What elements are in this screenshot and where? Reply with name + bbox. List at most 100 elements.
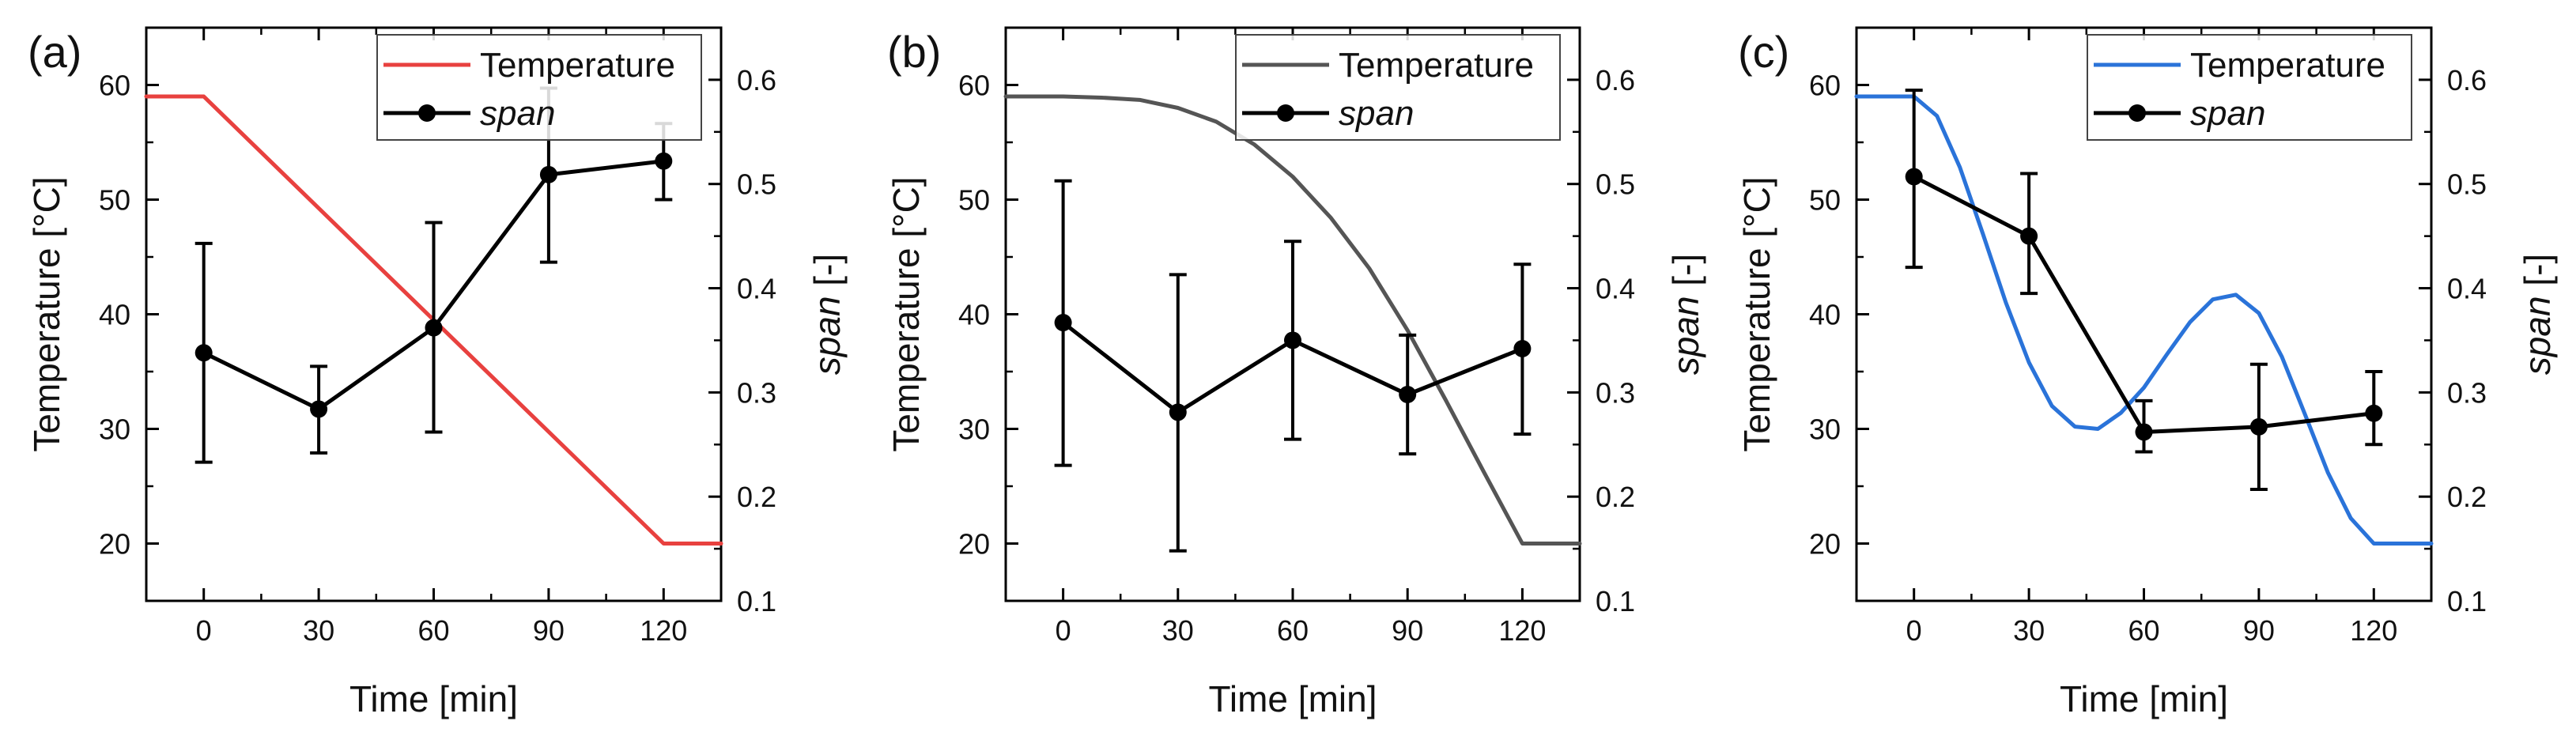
x-tick-label: 120 <box>2350 614 2397 647</box>
x-tick-label: 0 <box>1906 614 1922 647</box>
y-tick-label: 50 <box>958 184 990 217</box>
chart-panel-3: 20 30 40 50 60 0.1 0.2 0.3 0.4 0.5 0.6 0 30 60 90 120 Ti… <box>1736 26 2558 719</box>
span-point <box>425 319 443 337</box>
y2-tick-label: 0.3 <box>1596 376 1635 409</box>
y2-axis-label-italic: span <box>806 296 848 375</box>
span-point <box>1905 168 1923 186</box>
x-tick-label: 60 <box>1277 614 1309 647</box>
x-tick-label: 30 <box>2013 614 2045 647</box>
x-tick-label: 120 <box>640 614 687 647</box>
span-point <box>655 152 673 170</box>
y2-tick-label: 0.3 <box>2447 376 2487 409</box>
span-point <box>1399 386 1417 403</box>
y-tick-label: 50 <box>99 184 130 217</box>
x-tick-label: 0 <box>1056 614 1071 647</box>
y-tick-label: 20 <box>1809 528 1841 561</box>
y2-axis-label-italic: span <box>1665 296 1706 375</box>
y2-tick-label: 0.2 <box>2447 481 2487 513</box>
temperature-line <box>1854 94 2434 546</box>
legend-temperature-label: Temperature <box>1339 46 1534 85</box>
y-tick-label: 30 <box>1809 413 1841 446</box>
y-tick-label: 40 <box>958 299 990 331</box>
y2-tick-label: 0.4 <box>1596 273 1635 305</box>
y2-axis-label-unit: [-] <box>806 254 848 296</box>
y2-tick-label: 0.1 <box>737 585 776 617</box>
y2-axis-label-unit: [-] <box>2517 254 2558 296</box>
span-point <box>2135 423 2153 441</box>
y2-tick-label: 0.6 <box>1596 64 1635 96</box>
span-point <box>1054 314 1072 332</box>
y-tick-label: 40 <box>1809 299 1841 331</box>
y-tick-label: 60 <box>1809 70 1841 102</box>
span-point <box>2020 227 2038 245</box>
legend-span-marker <box>418 104 436 122</box>
legend-box <box>376 34 702 141</box>
y2-tick-label: 0.5 <box>1596 168 1635 201</box>
span-point <box>310 400 328 418</box>
x-tick-label: 0 <box>196 614 212 647</box>
y2-tick-label: 0.2 <box>1596 481 1635 513</box>
y-axis-label: Temperature [°C] <box>1736 176 1777 451</box>
y2-tick-label: 0.4 <box>737 273 776 305</box>
legend-temperature-label: Temperature <box>2190 46 2385 85</box>
span-point <box>1513 340 1532 357</box>
legend-temperature-label: Temperature <box>480 46 675 85</box>
x-tick-label: 30 <box>303 614 334 647</box>
y2-tick-label: 0.2 <box>737 481 776 513</box>
temperature-line <box>1003 94 1582 546</box>
x-tick-label: 90 <box>2243 614 2275 647</box>
y2-axis-label: span [-] <box>1665 254 1706 375</box>
y-axis-label: Temperature [°C] <box>886 176 927 451</box>
x-tick-label: 60 <box>2128 614 2159 647</box>
span-line <box>1913 175 2374 434</box>
y-tick-label: 20 <box>958 528 990 561</box>
span-point <box>2365 404 2383 422</box>
x-tick-label: 30 <box>1162 614 1194 647</box>
legend-span-marker <box>2128 104 2146 122</box>
y-tick-label: 40 <box>99 299 130 331</box>
x-tick-label: 120 <box>1498 614 1546 647</box>
y-axis-label: Temperature [°C] <box>26 176 67 451</box>
y2-tick-label: 0.6 <box>737 64 776 96</box>
panel-label: (c) <box>1738 27 1789 77</box>
x-tick-label: 60 <box>417 614 449 647</box>
x-tick-label: 90 <box>533 614 565 647</box>
chart-panel-1: 20 30 40 50 60 0.1 0.2 0.3 0.4 0.5 0.6 0 30 60 90 120 Ti… <box>26 26 848 719</box>
y2-axis-label-italic: span <box>2517 296 2558 375</box>
y2-axis-label: span [-] <box>806 254 848 375</box>
y-tick-label: 60 <box>958 70 990 102</box>
y2-tick-label: 0.5 <box>737 168 776 201</box>
legend-box <box>2087 34 2412 141</box>
legend-span-label: span <box>480 94 555 133</box>
x-axis-label: Time [min] <box>2060 678 2228 719</box>
legend-span-label: span <box>1339 94 1414 133</box>
x-tick-label: 90 <box>1392 614 1423 647</box>
x-axis-label: Time [min] <box>349 678 518 719</box>
span-point <box>195 344 213 362</box>
y-tick-label: 20 <box>99 528 130 561</box>
y-tick-label: 50 <box>1809 184 1841 217</box>
legend-span-label: span <box>2190 94 2265 133</box>
y2-axis-label: span [-] <box>2517 254 2558 375</box>
y2-tick-label: 0.6 <box>2447 64 2487 96</box>
y-tick-label: 30 <box>958 413 990 446</box>
y2-tick-label: 0.5 <box>2447 168 2487 201</box>
chart-panel-2: 20 30 40 50 60 0.1 0.2 0.3 0.4 0.5 0.6 0 30 60 90 120 Ti… <box>886 26 1706 719</box>
y2-tick-label: 0.1 <box>1596 585 1635 617</box>
panel-label: (a) <box>28 27 81 77</box>
panel-label: (b) <box>887 27 941 77</box>
y-tick-label: 60 <box>99 70 130 102</box>
span-point <box>1284 331 1301 349</box>
y2-tick-label: 0.3 <box>737 376 776 409</box>
y2-axis-label-unit: [-] <box>1665 254 1706 296</box>
x-axis-label: Time [min] <box>1209 678 1377 719</box>
y2-tick-label: 0.1 <box>2447 585 2487 617</box>
span-point <box>2249 417 2268 436</box>
y2-tick-label: 0.4 <box>2447 273 2487 305</box>
legend-span-marker <box>1277 104 1294 122</box>
y-tick-label: 30 <box>99 413 130 446</box>
span-point <box>539 165 557 183</box>
span-point <box>1169 403 1187 421</box>
legend-box <box>1235 34 1561 141</box>
